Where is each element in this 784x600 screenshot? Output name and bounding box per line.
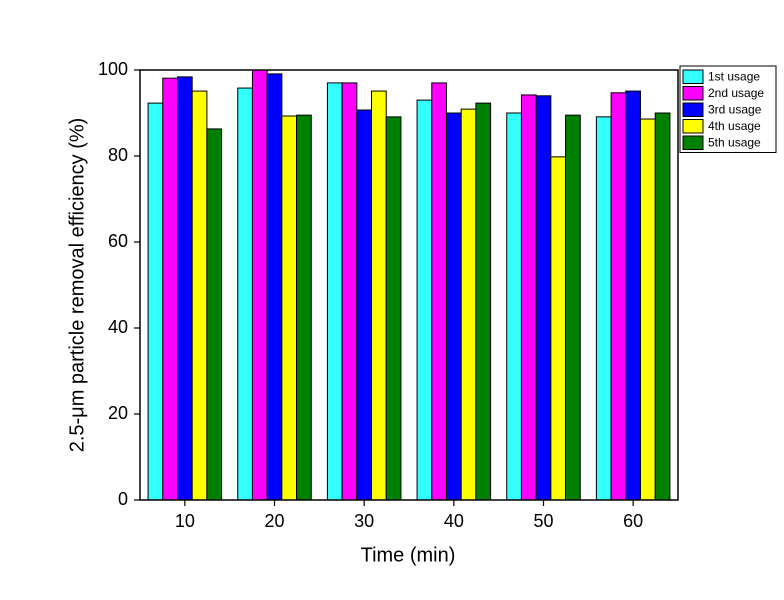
legend-label: 1st usage [708, 69, 760, 83]
x-tick-label: 10 [175, 511, 195, 531]
bar [460, 108, 477, 501]
bar [445, 112, 462, 501]
bar [162, 77, 178, 501]
bar [191, 90, 208, 501]
bar [371, 90, 387, 501]
bar [595, 116, 612, 501]
y-axis-title: 2.5-μm particle removal efficiency (%) [66, 118, 88, 453]
bar [176, 76, 193, 501]
legend-swatch [682, 119, 704, 134]
bar [610, 92, 627, 501]
legend-swatch [682, 69, 704, 84]
bar [416, 99, 433, 501]
bar [506, 112, 522, 501]
bar [654, 112, 671, 501]
bar [535, 95, 552, 501]
y-tick-label: 0 [118, 489, 128, 509]
plot-frame [139, 69, 679, 501]
bar [251, 69, 268, 501]
x-tick-label: 50 [533, 511, 553, 531]
legend-swatch [682, 135, 704, 150]
bar [206, 128, 223, 501]
legend-label: 3rd usage [708, 102, 762, 116]
bar [550, 156, 567, 501]
bar [326, 82, 343, 501]
legend-swatch [682, 102, 704, 117]
y-tick-label: 80 [108, 145, 128, 165]
bar [147, 102, 164, 501]
bar [625, 90, 642, 501]
bar [385, 116, 402, 501]
legend-swatch [682, 86, 704, 101]
bar [341, 82, 358, 501]
bar [266, 73, 283, 501]
bar [281, 115, 298, 501]
bar [356, 109, 373, 501]
legend-label: 2nd usage [708, 86, 764, 100]
x-tick-label: 40 [444, 511, 464, 531]
bar [296, 114, 312, 501]
bar [640, 118, 656, 501]
legend-label: 4th usage [708, 119, 761, 133]
bar [565, 114, 581, 501]
y-tick-label: 100 [98, 59, 128, 79]
bar [237, 87, 253, 501]
x-tick-label: 60 [623, 511, 643, 531]
x-tick-label: 20 [264, 511, 284, 531]
y-tick-label: 40 [108, 317, 128, 337]
y-tick-label: 60 [108, 231, 128, 251]
y-tick-label: 20 [108, 403, 128, 423]
x-tick-label: 30 [354, 511, 374, 531]
bar [475, 102, 492, 501]
x-axis-title: Time (min) [361, 544, 456, 566]
bar [520, 94, 537, 501]
legend-label: 5th usage [708, 135, 761, 149]
bar [431, 82, 447, 501]
